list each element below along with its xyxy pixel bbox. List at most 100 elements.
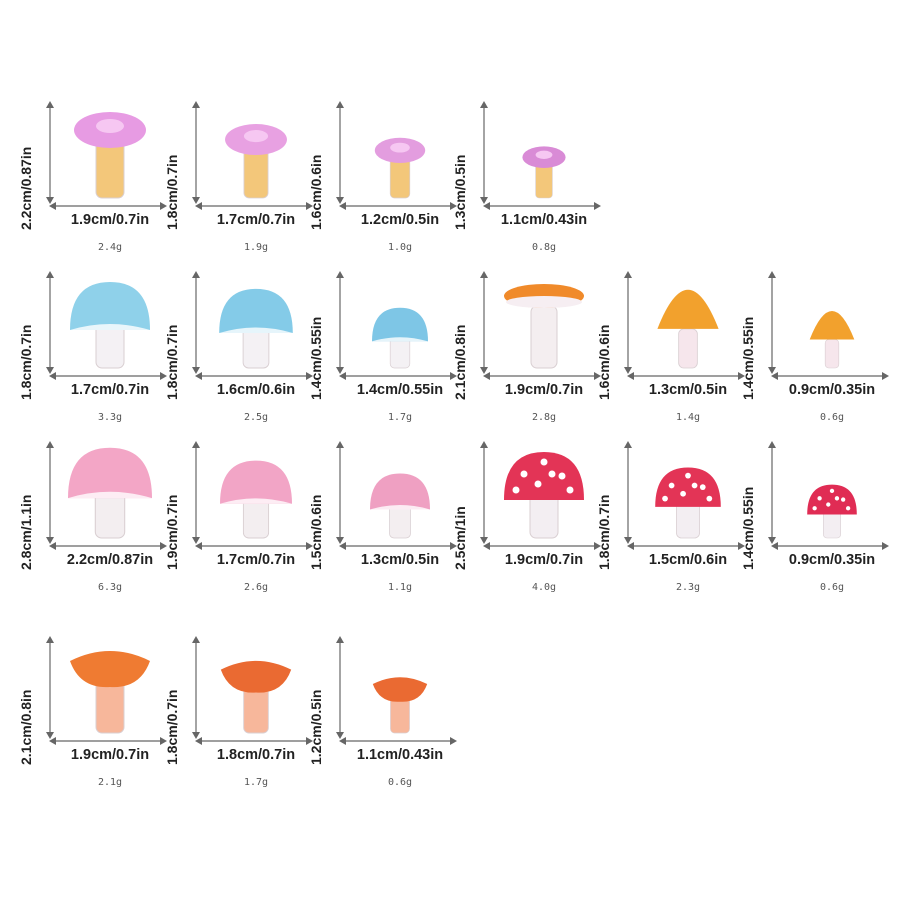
height-arrow-icon xyxy=(192,271,200,374)
weight-label: 2.8g xyxy=(531,412,557,423)
width-arrow-icon xyxy=(627,372,745,380)
mushroom-cap xyxy=(219,288,293,334)
mushroom-item: 2.2cm/0.87in 1.9cm/0.7in 2.4g xyxy=(18,100,170,270)
width-label: 1.9cm/0.7in xyxy=(70,747,150,763)
width-arrow-icon xyxy=(771,372,889,380)
width-arrow-icon xyxy=(483,542,601,550)
weight-label: 4.0g xyxy=(531,582,557,593)
mushroom-cap xyxy=(220,460,292,504)
width-label: 1.9cm/0.7in xyxy=(504,552,584,568)
width-arrow-icon xyxy=(49,737,167,745)
width-label: 1.8cm/0.7in xyxy=(216,747,296,763)
mushroom-cap xyxy=(68,447,152,499)
weight-label: 0.6g xyxy=(819,412,845,423)
weight-label: 1.7g xyxy=(243,777,269,788)
mushroom-item: 1.6cm/0.6in 1.3cm/0.5in 1.4g xyxy=(596,270,748,440)
width-label: 1.9cm/0.7in xyxy=(504,382,584,398)
width-arrow-icon xyxy=(339,202,457,210)
width-label: 1.1cm/0.43in xyxy=(500,212,588,228)
width-label: 1.3cm/0.5in xyxy=(648,382,728,398)
mushroom-item: 2.1cm/0.8in 1.9cm/0.7in 2.8g xyxy=(452,270,604,440)
mushroom-figurine-image xyxy=(225,124,287,199)
weight-label: 0.6g xyxy=(819,582,845,593)
width-label: 1.6cm/0.6in xyxy=(216,382,296,398)
mushroom-item: 1.8cm/0.7in 1.8cm/0.7in 1.7g xyxy=(164,635,316,805)
mushroom-cap xyxy=(70,282,150,330)
weight-label: 0.8g xyxy=(531,242,557,253)
weight-label: 2.3g xyxy=(675,582,701,593)
height-arrow-icon xyxy=(336,101,344,204)
mushroom-figurine-image xyxy=(504,452,584,539)
width-arrow-icon xyxy=(49,542,167,550)
width-label: 1.5cm/0.6in xyxy=(648,552,728,568)
mushroom-figurine-image xyxy=(220,660,292,734)
weight-label: 2.4g xyxy=(97,242,123,253)
width-label: 1.4cm/0.55in xyxy=(356,382,444,398)
weight-label: 0.6g xyxy=(387,777,413,788)
height-arrow-icon xyxy=(192,441,200,544)
weight-label: 1.4g xyxy=(675,412,701,423)
mushroom-item: 2.5cm/1in 1.9cm/0.7in 4.0g xyxy=(452,440,604,610)
mushroom-item: 1.6cm/0.6in 1.2cm/0.5in 1.0g xyxy=(308,100,460,270)
mushroom-stem xyxy=(824,339,840,369)
width-label: 1.9cm/0.7in xyxy=(70,212,150,228)
width-label: 1.3cm/0.5in xyxy=(360,552,440,568)
weight-label: 1.9g xyxy=(243,242,269,253)
height-arrow-icon xyxy=(480,271,488,374)
weight-label: 1.0g xyxy=(387,242,413,253)
width-label: 1.7cm/0.7in xyxy=(216,212,296,228)
mushroom-item: 1.8cm/0.7in 1.7cm/0.7in 1.9g xyxy=(164,100,316,270)
mushroom-figurine-image xyxy=(68,447,152,539)
height-arrow-icon xyxy=(46,101,54,204)
mushroom-cap xyxy=(657,289,719,329)
weight-label: 2.1g xyxy=(97,777,123,788)
mushroom-stem xyxy=(243,685,269,734)
width-arrow-icon xyxy=(195,542,313,550)
weight-label: 2.5g xyxy=(243,412,269,423)
mushroom-item: 2.8cm/1.1in 2.2cm/0.87in 6.3g xyxy=(18,440,170,610)
width-arrow-icon xyxy=(483,372,601,380)
width-label: 0.9cm/0.35in xyxy=(788,382,876,398)
mushroom-stem xyxy=(390,695,410,734)
mushroom-figurine-image xyxy=(504,284,584,369)
mushroom-cap xyxy=(655,467,721,507)
width-arrow-icon xyxy=(771,542,889,550)
width-arrow-icon xyxy=(195,737,313,745)
height-arrow-icon xyxy=(480,101,488,204)
mushroom-item: 1.9cm/0.7in 1.7cm/0.7in 2.6g xyxy=(164,440,316,610)
width-arrow-icon xyxy=(195,202,313,210)
width-label: 1.2cm/0.5in xyxy=(360,212,440,228)
mushroom-figurine-image xyxy=(74,112,146,199)
mushroom-item: 1.4cm/0.55in 0.9cm/0.35in 0.6g xyxy=(740,440,892,610)
height-arrow-icon xyxy=(46,441,54,544)
mushroom-figurine-image xyxy=(807,484,857,539)
mushroom-figurine-image xyxy=(374,137,426,199)
height-arrow-icon xyxy=(336,271,344,374)
mushroom-item: 1.3cm/0.5in 1.1cm/0.43in 0.8g xyxy=(452,100,604,270)
mushroom-item: 1.8cm/0.7in 1.6cm/0.6in 2.5g xyxy=(164,270,316,440)
mushroom-figurine-image xyxy=(372,307,428,369)
mushroom-cap xyxy=(504,452,584,500)
width-arrow-icon xyxy=(339,542,457,550)
mushroom-figurine-image xyxy=(219,288,293,369)
weight-label: 3.3g xyxy=(97,412,123,423)
height-arrow-icon xyxy=(336,636,344,739)
weight-label: 1.7g xyxy=(387,412,413,423)
height-arrow-icon xyxy=(624,441,632,544)
mushroom-figurine-image xyxy=(220,460,292,539)
mushroom-cap xyxy=(372,307,428,342)
mushroom-item: 1.2cm/0.5in 1.1cm/0.43in 0.6g xyxy=(308,635,460,805)
height-arrow-icon xyxy=(768,441,776,544)
mushroom-cap xyxy=(807,484,857,515)
mushroom-item: 1.4cm/0.55in 0.9cm/0.35in 0.6g xyxy=(740,270,892,440)
mushroom-cap xyxy=(370,473,430,510)
mushroom-figurine-image xyxy=(70,651,150,734)
mushroom-stem xyxy=(530,305,558,369)
mushroom-item: 2.1cm/0.8in 1.9cm/0.7in 2.1g xyxy=(18,635,170,805)
height-arrow-icon xyxy=(336,441,344,544)
mushroom-cap xyxy=(70,651,150,688)
mushroom-figurine-image xyxy=(657,289,719,369)
mushroom-figurine-image xyxy=(655,467,721,539)
mushroom-stem xyxy=(95,678,125,734)
width-label: 1.7cm/0.7in xyxy=(216,552,296,568)
